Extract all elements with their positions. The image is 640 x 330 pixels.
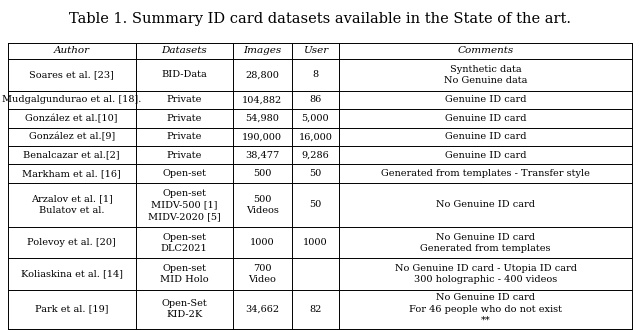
Text: BID-Data: BID-Data <box>161 71 207 80</box>
Text: Author: Author <box>54 47 90 55</box>
Text: Open-set: Open-set <box>162 169 206 178</box>
Text: Genuine ID card: Genuine ID card <box>445 151 526 160</box>
Text: 38,477: 38,477 <box>245 151 279 160</box>
Text: 82: 82 <box>309 305 321 314</box>
Text: Koliaskina et al. [14]: Koliaskina et al. [14] <box>20 270 123 279</box>
Text: Open-set
MID Holo: Open-set MID Holo <box>160 264 209 284</box>
Text: 34,662: 34,662 <box>245 305 279 314</box>
Text: Private: Private <box>166 151 202 160</box>
Text: Private: Private <box>166 95 202 104</box>
Text: Open-set
MIDV-500 [1]
MIDV-2020 [5]: Open-set MIDV-500 [1] MIDV-2020 [5] <box>148 189 221 221</box>
Text: Soares et al. [23]: Soares et al. [23] <box>29 71 114 80</box>
Text: Generated from templates - Transfer style: Generated from templates - Transfer styl… <box>381 169 590 178</box>
Text: 8: 8 <box>312 71 318 80</box>
Text: Benalcazar et al.[2]: Benalcazar et al.[2] <box>24 151 120 160</box>
Text: Private: Private <box>166 114 202 123</box>
Text: Private: Private <box>166 132 202 141</box>
Text: Datasets: Datasets <box>161 47 207 55</box>
Text: Images: Images <box>243 47 282 55</box>
Text: 9,286: 9,286 <box>301 151 329 160</box>
Text: Genuine ID card: Genuine ID card <box>445 114 526 123</box>
Text: 50: 50 <box>309 169 321 178</box>
Text: 28,800: 28,800 <box>245 71 279 80</box>
Text: Genuine ID card: Genuine ID card <box>445 95 526 104</box>
Text: Polevoy et al. [20]: Polevoy et al. [20] <box>28 238 116 247</box>
Text: No Genuine ID card: No Genuine ID card <box>436 201 535 210</box>
Text: Genuine ID card: Genuine ID card <box>445 132 526 141</box>
Text: User: User <box>303 47 328 55</box>
Text: 1000: 1000 <box>303 238 328 247</box>
Text: 1000: 1000 <box>250 238 275 247</box>
Text: No Genuine ID card
For 46 people who do not exist
**: No Genuine ID card For 46 people who do … <box>409 293 562 325</box>
Text: Open-Set
KID-2K: Open-Set KID-2K <box>161 299 207 319</box>
Text: 104,882: 104,882 <box>242 95 282 104</box>
Text: 190,000: 190,000 <box>242 132 282 141</box>
Text: Table 1. Summary ID card datasets available in the State of the art.: Table 1. Summary ID card datasets availa… <box>69 12 571 25</box>
Text: Arzalov et al. [1]
Bulatov et al.: Arzalov et al. [1] Bulatov et al. <box>31 195 113 215</box>
Text: González et al.[9]: González et al.[9] <box>29 132 115 141</box>
Text: 16,000: 16,000 <box>298 132 332 141</box>
Text: Markham et al. [16]: Markham et al. [16] <box>22 169 121 178</box>
Text: No Genuine ID card - Utopia ID card
300 holographic - 400 videos: No Genuine ID card - Utopia ID card 300 … <box>394 264 577 284</box>
Text: No Genuine ID card
Generated from templates: No Genuine ID card Generated from templa… <box>420 233 551 253</box>
Text: 86: 86 <box>309 95 321 104</box>
Text: Mudgalgundurao et al. [18].: Mudgalgundurao et al. [18]. <box>2 95 141 104</box>
Text: Park et al. [19]: Park et al. [19] <box>35 305 108 314</box>
Text: 54,980: 54,980 <box>245 114 279 123</box>
Text: 700
Video: 700 Video <box>248 264 276 284</box>
Text: 500: 500 <box>253 169 271 178</box>
Text: 5,000: 5,000 <box>301 114 329 123</box>
Text: Comments: Comments <box>458 47 514 55</box>
Text: González et al.[10]: González et al.[10] <box>26 114 118 123</box>
Text: 50: 50 <box>309 201 321 210</box>
Text: 500
Videos: 500 Videos <box>246 195 278 215</box>
Text: Synthetic data
No Genuine data: Synthetic data No Genuine data <box>444 65 527 85</box>
Text: Open-set
DLC2021: Open-set DLC2021 <box>161 233 207 253</box>
